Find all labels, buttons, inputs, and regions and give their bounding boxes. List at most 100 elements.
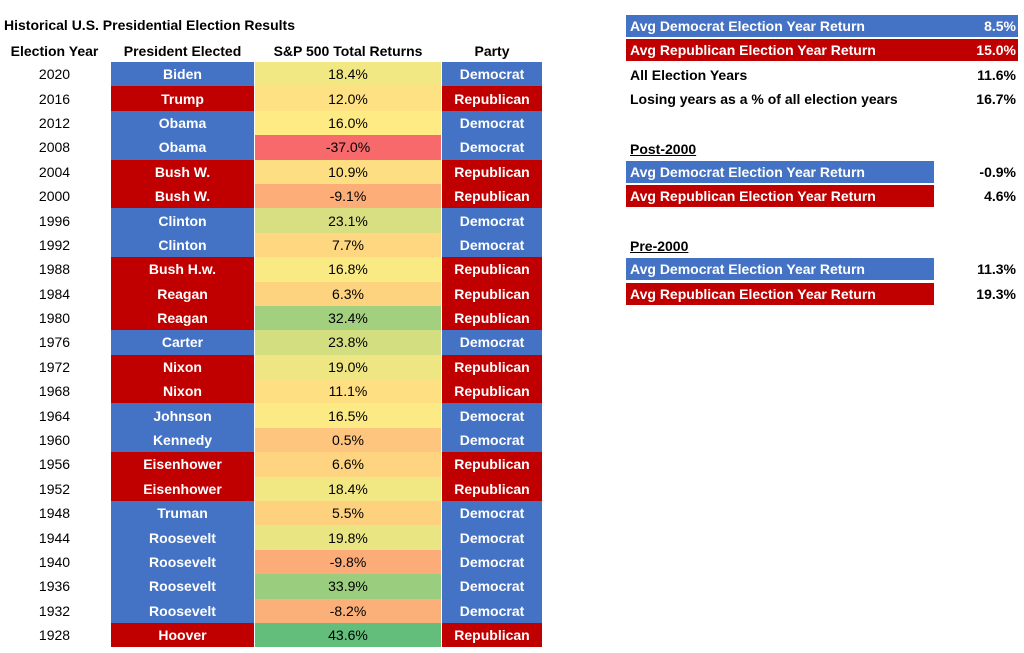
avg-republican-value: 15.0% [976, 42, 1016, 58]
post2000-rep-label: Avg Republican Election Year Return [630, 188, 876, 204]
table-row: 2008 Obama -37.0% Democrat [0, 135, 545, 160]
party-cell: Democrat [442, 549, 542, 575]
losing-years-value: 16.7% [976, 91, 1016, 107]
return-cell: 0.5% [255, 427, 441, 453]
president-cell: Kennedy [111, 427, 254, 453]
party-cell: Democrat [442, 403, 542, 428]
header-returns: S&P 500 Total Returns [273, 43, 423, 59]
election-year-cell: 1980 [38, 310, 71, 327]
post2000-heading: Post-2000 [630, 141, 697, 157]
post2000-dem-row: Avg Democrat Election Year Return [626, 161, 934, 183]
party-cell: Republican [442, 476, 542, 502]
president-cell: Roosevelt [111, 525, 254, 550]
pre2000-rep-row: Avg Republican Election Year Return [626, 283, 934, 305]
president-cell: Roosevelt [111, 549, 254, 575]
table-row: 1960 Kennedy 0.5% Democrat [0, 427, 545, 453]
party-cell: Democrat [442, 330, 542, 355]
party-cell: Republican [442, 183, 542, 209]
table-row: 1988 Bush H.w. 16.8% Republican [0, 257, 545, 282]
return-cell: 19.0% [255, 354, 441, 380]
election-year-cell: 2000 [38, 188, 71, 205]
pre2000-dem-row: Avg Democrat Election Year Return [626, 258, 934, 280]
return-cell: 23.8% [255, 330, 441, 355]
return-cell: 16.8% [255, 257, 441, 282]
pre2000-heading: Pre-2000 [630, 238, 689, 254]
table-row: 1972 Nixon 19.0% Republican [0, 354, 545, 380]
return-cell: -9.8% [255, 549, 441, 575]
election-year-cell: 1976 [38, 334, 71, 351]
president-cell: Clinton [111, 208, 254, 233]
pre2000-rep-label: Avg Republican Election Year Return [630, 286, 876, 302]
party-cell: Democrat [442, 574, 542, 599]
results-table: 2020 Biden 18.4% Democrat 2016 Trump 12.0% Repu… [0, 62, 545, 648]
president-cell: Clinton [111, 232, 254, 258]
avg-republican-label: Avg Republican Election Year Return [630, 42, 876, 58]
return-cell: 10.9% [255, 159, 441, 184]
president-cell: Obama [111, 110, 254, 136]
president-cell: Johnson [111, 403, 254, 428]
party-cell: Democrat [442, 427, 542, 453]
election-year-cell: 1968 [38, 383, 71, 400]
table-row: 1976 Carter 23.8% Democrat [0, 330, 545, 355]
party-cell: Republican [442, 452, 542, 477]
election-year-cell: 1936 [38, 578, 71, 595]
return-cell: 33.9% [255, 574, 441, 599]
table-row: 1944 Roosevelt 19.8% Democrat [0, 525, 545, 550]
return-cell: 6.6% [255, 452, 441, 477]
president-cell: Trump [111, 86, 254, 111]
president-cell: Eisenhower [111, 452, 254, 477]
pre2000-dem-label: Avg Democrat Election Year Return [630, 261, 865, 277]
president-cell: Bush W. [111, 183, 254, 209]
table-row: 1936 Roosevelt 33.9% Democrat [0, 574, 545, 599]
president-cell: Nixon [111, 354, 254, 380]
return-cell: 43.6% [255, 622, 441, 648]
party-cell: Democrat [442, 208, 542, 233]
election-year-cell: 1992 [38, 236, 71, 253]
election-year-cell: 1984 [38, 285, 71, 302]
party-cell: Republican [442, 281, 542, 306]
party-cell: Republican [442, 379, 542, 404]
president-cell: Eisenhower [111, 476, 254, 502]
table-row: 1956 Eisenhower 6.6% Republican [0, 452, 545, 477]
election-year-cell: 2008 [38, 139, 71, 156]
election-year-cell: 1956 [38, 456, 71, 473]
table-row: 2020 Biden 18.4% Democrat [0, 62, 545, 87]
election-year-cell: 1960 [38, 432, 71, 449]
election-year-cell: 1972 [38, 358, 71, 375]
return-cell: 32.4% [255, 305, 441, 331]
return-cell: -9.1% [255, 183, 441, 209]
table-row: 1984 Reagan 6.3% Republican [0, 281, 545, 306]
party-cell: Republican [442, 622, 542, 648]
post2000-dem-value: -0.9% [979, 164, 1016, 180]
party-cell: Democrat [442, 135, 542, 160]
table-row: 1980 Reagan 32.4% Republican [0, 305, 545, 331]
all-years-value: 11.6% [977, 67, 1016, 83]
party-cell: Democrat [442, 110, 542, 136]
return-cell: 19.8% [255, 525, 441, 550]
president-cell: Roosevelt [111, 598, 254, 623]
header-election-year: Election Year [10, 43, 99, 59]
return-cell: 11.1% [255, 379, 441, 404]
election-year-cell: 1988 [38, 261, 71, 278]
return-cell: -8.2% [255, 598, 441, 623]
return-cell: 16.5% [255, 403, 441, 428]
table-row: 1968 Nixon 11.1% Republican [0, 379, 545, 404]
election-year-cell: 1948 [38, 505, 71, 522]
return-cell: 7.7% [255, 232, 441, 258]
return-cell: 16.0% [255, 110, 441, 136]
election-year-cell: 1996 [38, 212, 71, 229]
election-year-cell: 1928 [38, 627, 71, 644]
party-cell: Democrat [442, 232, 542, 258]
table-row: 2012 Obama 16.0% Democrat [0, 110, 545, 136]
party-cell: Republican [442, 305, 542, 331]
president-cell: Bush H.w. [111, 257, 254, 282]
table-row: 1952 Eisenhower 18.4% Republican [0, 476, 545, 502]
table-row: 2004 Bush W. 10.9% Republican [0, 159, 545, 184]
return-cell: 6.3% [255, 281, 441, 306]
party-cell: Republican [442, 159, 542, 184]
table-row: 1996 Clinton 23.1% Democrat [0, 208, 545, 233]
election-year-cell: 2012 [38, 114, 71, 131]
post2000-dem-label: Avg Democrat Election Year Return [630, 164, 865, 180]
election-year-cell: 2004 [38, 163, 71, 180]
return-cell: -37.0% [255, 135, 441, 160]
